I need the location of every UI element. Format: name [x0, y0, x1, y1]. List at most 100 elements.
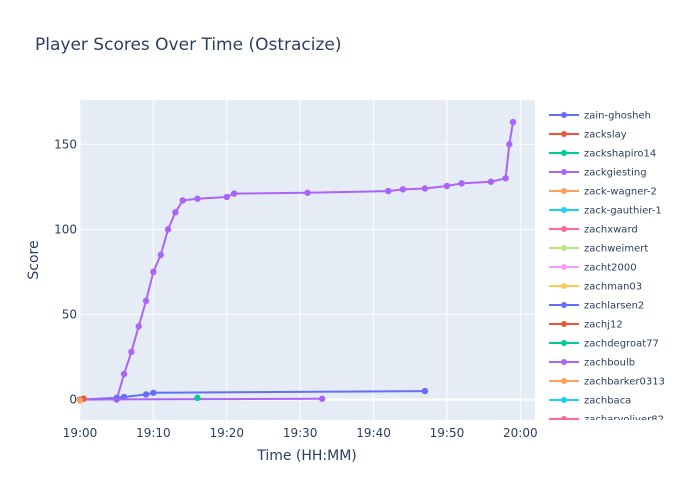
- series-zack-wagner-2: [76, 397, 84, 404]
- data-point: [458, 180, 465, 187]
- chart-title: Player Scores Over Time (Ostracize): [35, 35, 342, 55]
- y-axis-ticks: 0 50 100 150: [54, 137, 77, 406]
- legend-label: zack-gauthier-1: [584, 206, 662, 217]
- legend-label: zachbarker0313: [584, 377, 665, 388]
- legend-item[interactable]: zain-ghosheh: [549, 111, 651, 122]
- data-point: [421, 387, 429, 395]
- legend-item[interactable]: zackslay: [549, 130, 627, 141]
- legend-label: zain-ghosheh: [584, 111, 651, 122]
- legend-marker: [561, 169, 567, 175]
- x-tick-label: 20:00: [503, 426, 538, 440]
- data-point: [135, 323, 142, 330]
- x-tick-label: 19:40: [356, 426, 391, 440]
- data-point: [230, 190, 238, 197]
- x-tick-label: 19:30: [283, 426, 318, 440]
- data-point: [509, 118, 517, 126]
- legend-item[interactable]: zachman03: [549, 282, 642, 293]
- data-point: [179, 197, 186, 204]
- legend-label: zacht2000: [584, 263, 637, 274]
- legend-item[interactable]: zacht2000: [549, 263, 637, 274]
- legend-marker: [561, 150, 567, 156]
- legend-item[interactable]: zachweimert: [549, 244, 648, 255]
- x-axis-title: Time (HH:MM): [256, 448, 357, 464]
- legend-marker: [561, 112, 567, 118]
- series-layer: [76, 118, 517, 404]
- data-point: [194, 195, 201, 202]
- plot-area: [80, 100, 535, 420]
- series-line: [79, 390, 425, 401]
- legend-item[interactable]: zachboulb: [549, 358, 635, 369]
- data-point: [120, 370, 128, 378]
- legend-item[interactable]: zacharyoliver82: [549, 415, 664, 426]
- x-tick-label: 19:50: [430, 426, 465, 440]
- legend-item[interactable]: zachbarker0313: [549, 377, 665, 388]
- x-tick-label: 19:00: [63, 426, 98, 440]
- y-axis-title: Score: [26, 240, 42, 279]
- data-point: [399, 186, 407, 193]
- legend-marker: [561, 321, 567, 327]
- legend-marker: [561, 207, 567, 213]
- legend-item[interactable]: zachlarsen2: [549, 301, 644, 312]
- grid-lines: [79, 100, 535, 420]
- x-tick-label: 19:20: [209, 426, 244, 440]
- legend-label: zackgiesting: [584, 168, 647, 179]
- legend-item[interactable]: zackgiesting: [549, 168, 647, 179]
- legend-label: zachdegroat77: [584, 339, 659, 350]
- legend-item[interactable]: zack-gauthier-1: [549, 206, 662, 217]
- legend-item[interactable]: zack-wagner-2: [549, 187, 657, 198]
- data-point: [304, 189, 311, 196]
- data-point: [172, 209, 179, 216]
- legend-label: zachxward: [584, 225, 638, 236]
- data-point: [142, 297, 150, 305]
- legend-label: zachlarsen2: [584, 301, 644, 312]
- legend-marker: [561, 397, 567, 403]
- legend-item[interactable]: zackshapiro14: [549, 149, 656, 160]
- legend-label: zachj12: [584, 320, 623, 331]
- x-tick-label: 19:10: [136, 426, 171, 440]
- data-point: [487, 178, 495, 185]
- legend-marker: [561, 378, 567, 384]
- legend-marker: [561, 226, 567, 232]
- series-line: [79, 397, 323, 401]
- legend-marker: [561, 131, 567, 137]
- data-point: [318, 395, 326, 402]
- data-point: [421, 185, 429, 192]
- x-axis-ticks: 19:00 19:10 19:20 19:30 19:40 19:50 20:00: [63, 426, 538, 440]
- legend-marker: [561, 264, 567, 270]
- data-point: [76, 397, 84, 404]
- legend-label: zack-wagner-2: [584, 187, 657, 198]
- data-point: [443, 182, 451, 190]
- legend-label: zackshapiro14: [584, 149, 656, 160]
- data-point: [150, 268, 157, 276]
- legend-marker: [561, 283, 567, 289]
- legend-label: zackslay: [584, 130, 627, 141]
- legend-label: zachweimert: [584, 244, 648, 255]
- data-point: [506, 141, 513, 148]
- legend-marker: [561, 245, 567, 251]
- y-tick-label: 0: [69, 393, 77, 407]
- data-point: [194, 394, 201, 402]
- legend-item[interactable]: zachdegroat77: [549, 339, 659, 350]
- y-tick-label: 50: [62, 307, 77, 321]
- legend[interactable]: zain-ghosheh zackslay zackshapiro14 zackgie…: [549, 111, 665, 426]
- data-point: [164, 226, 172, 233]
- series-zackshapiro14: [194, 394, 201, 402]
- data-point: [502, 175, 509, 182]
- data-point: [142, 391, 150, 398]
- legend-label: zachbaca: [584, 396, 631, 407]
- data-point: [157, 251, 164, 259]
- y-tick-label: 100: [54, 222, 77, 236]
- legend-item[interactable]: zachj12: [549, 320, 623, 331]
- legend-marker: [561, 302, 567, 308]
- legend-marker: [561, 340, 567, 346]
- legend-marker: [561, 188, 567, 194]
- data-point: [128, 348, 135, 356]
- legend-label: zacharyoliver82: [584, 415, 664, 426]
- legend-label: zachman03: [584, 282, 642, 293]
- legend-label: zachboulb: [584, 358, 635, 369]
- legend-item[interactable]: zachbaca: [549, 396, 631, 407]
- legend-item[interactable]: zachxward: [549, 225, 638, 236]
- y-tick-label: 150: [54, 137, 77, 151]
- data-point: [223, 193, 230, 201]
